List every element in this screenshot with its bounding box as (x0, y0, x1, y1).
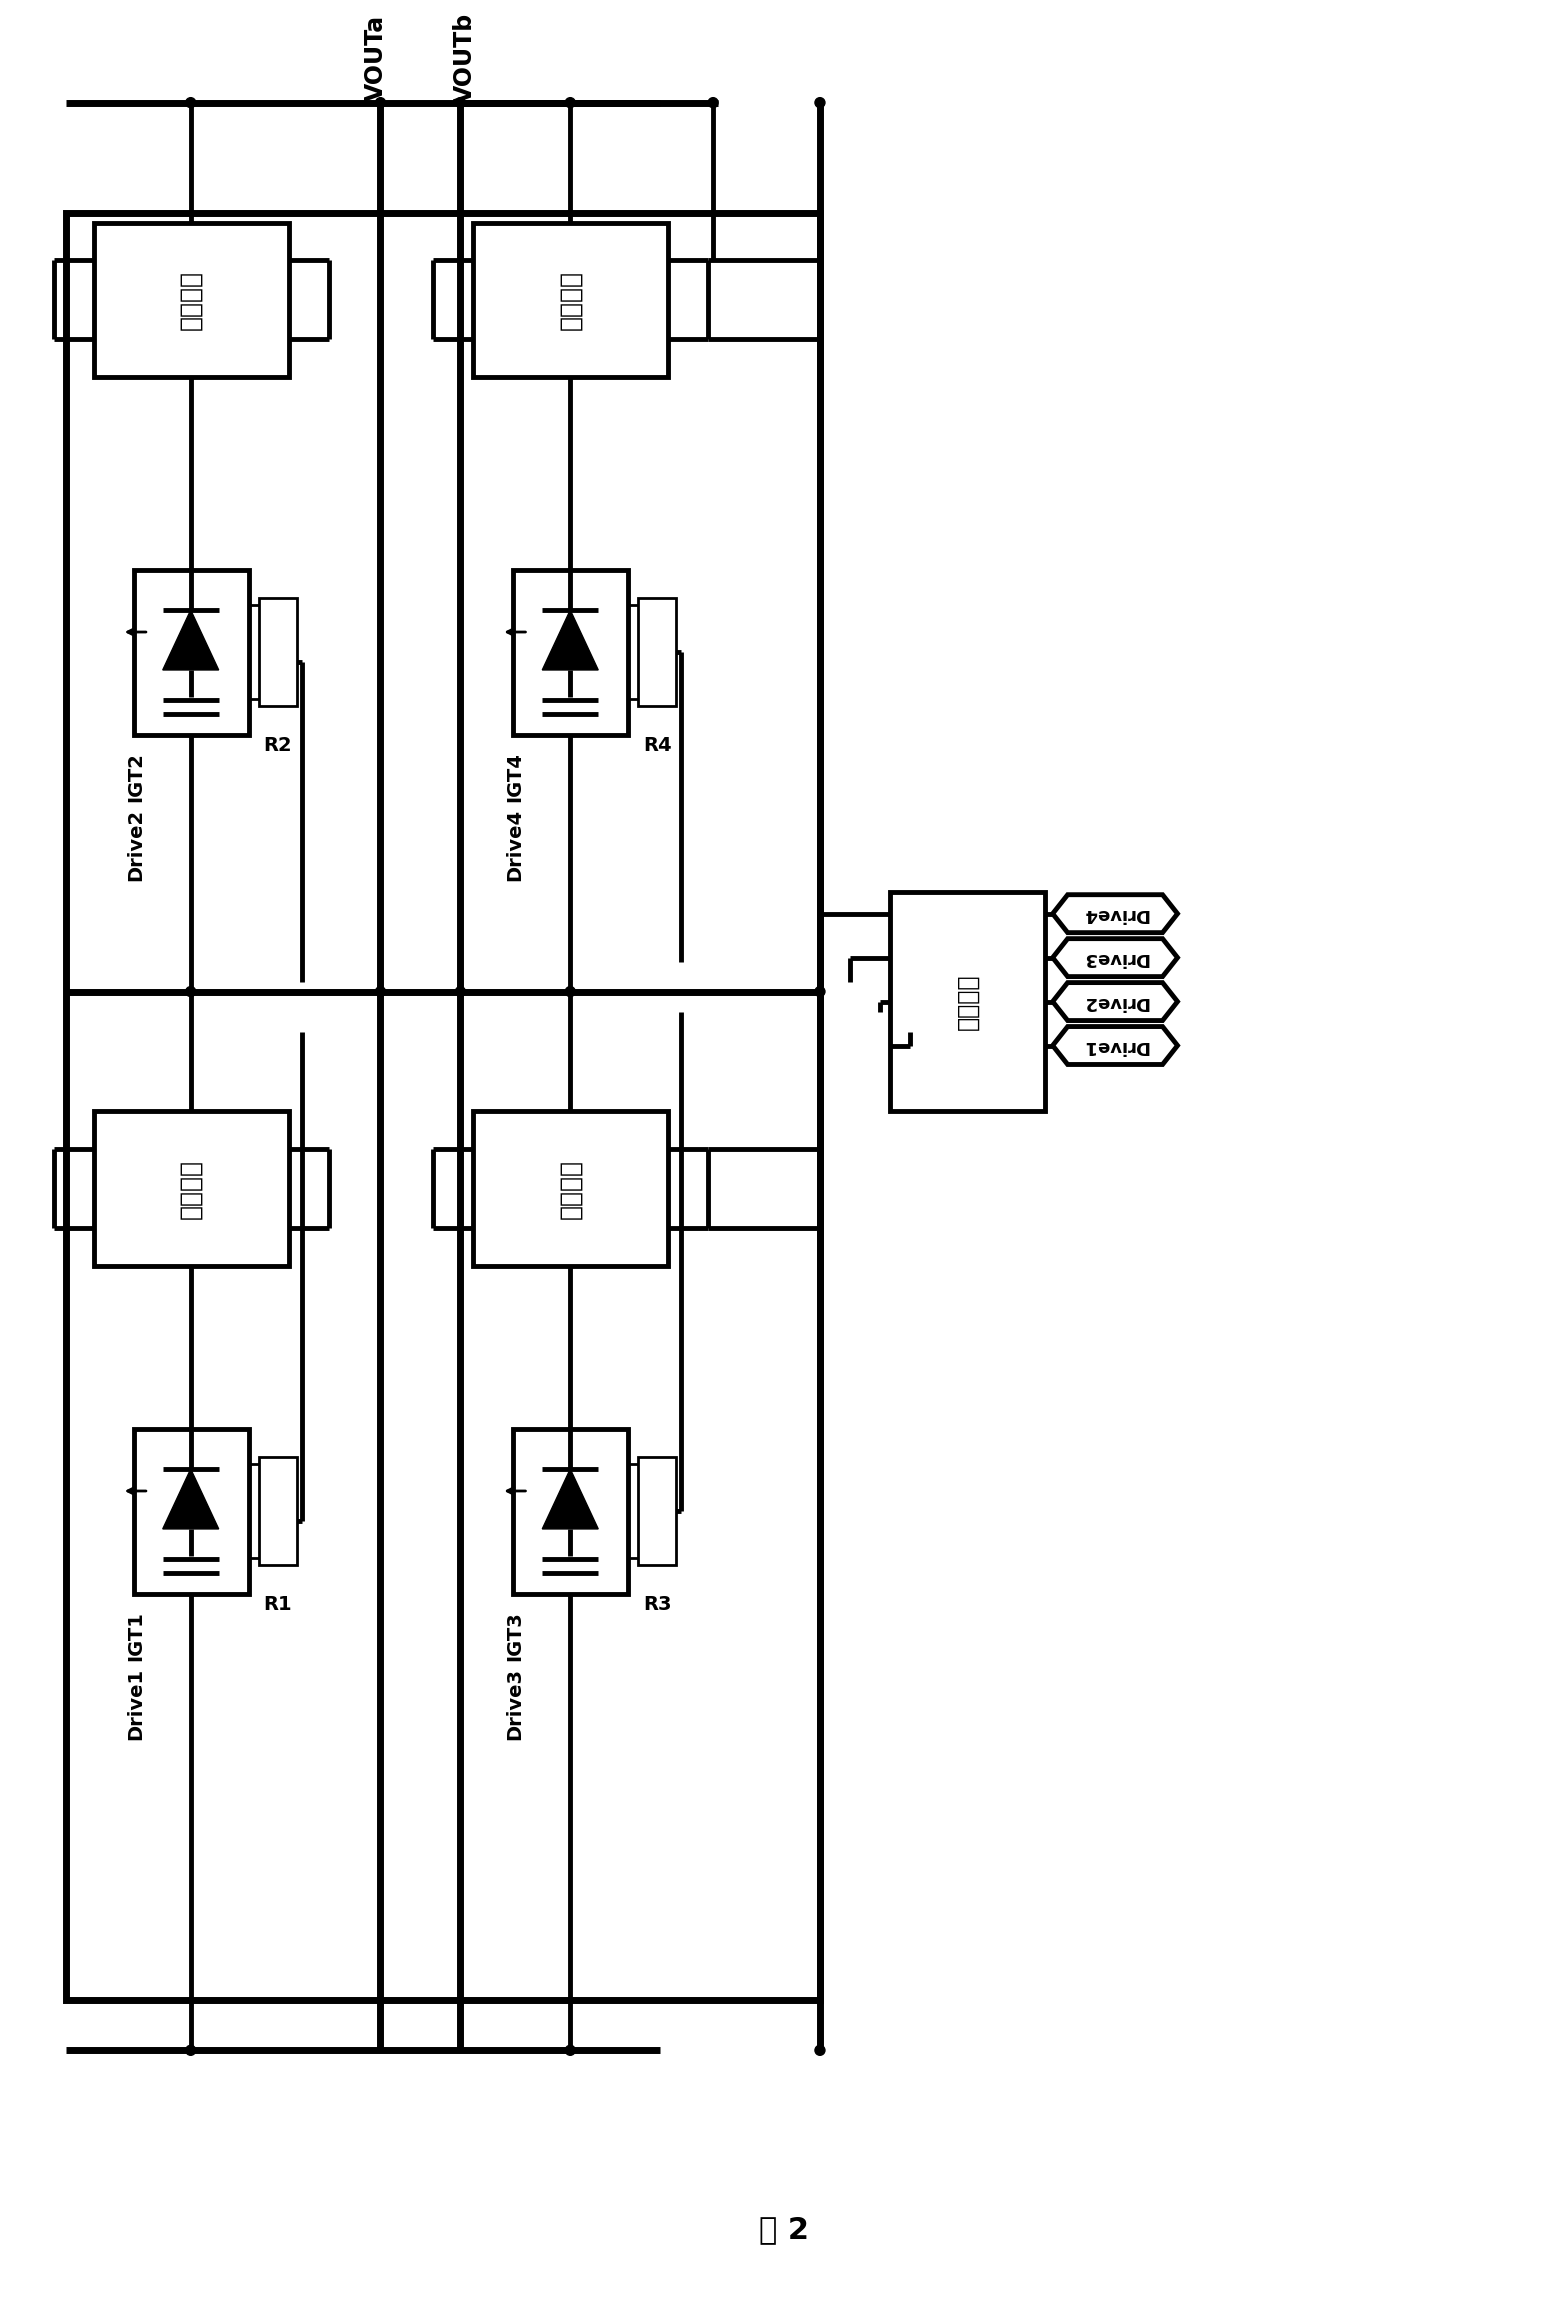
Bar (133, 569, 249, 735)
Bar (133, 1429, 249, 1593)
Polygon shape (1052, 894, 1178, 934)
Text: Drive2: Drive2 (1082, 993, 1148, 1010)
Circle shape (564, 2045, 575, 2056)
Circle shape (185, 97, 196, 108)
Circle shape (375, 987, 386, 996)
Bar (259, 597, 296, 705)
Circle shape (709, 97, 718, 108)
Text: Drive2: Drive2 (125, 809, 144, 881)
Text: R2: R2 (263, 735, 292, 756)
Bar (94, 1111, 289, 1265)
Polygon shape (1052, 938, 1178, 977)
Bar (513, 1429, 629, 1593)
Polygon shape (1052, 1026, 1178, 1065)
Text: VOUTa: VOUTa (364, 14, 387, 101)
Circle shape (564, 987, 575, 996)
Text: R3: R3 (643, 1595, 671, 1614)
Bar (474, 1111, 668, 1265)
Text: Drive1: Drive1 (125, 1669, 144, 1740)
Text: Drive3: Drive3 (1082, 950, 1148, 966)
Text: Drive1: Drive1 (1082, 1037, 1148, 1053)
Text: R4: R4 (643, 735, 671, 756)
Text: IGT1: IGT1 (125, 1611, 144, 1660)
Circle shape (455, 97, 466, 108)
Text: IGT4: IGT4 (505, 751, 524, 802)
Circle shape (455, 987, 466, 996)
Polygon shape (163, 611, 218, 671)
Polygon shape (543, 1468, 599, 1528)
Circle shape (375, 97, 386, 108)
Bar (474, 224, 668, 378)
Bar (638, 1457, 676, 1565)
Circle shape (815, 97, 825, 108)
Circle shape (185, 2045, 196, 2056)
Text: 电流采样: 电流采样 (179, 1159, 202, 1219)
Text: VOUTb: VOUTb (453, 12, 477, 104)
Polygon shape (163, 1468, 218, 1528)
Text: Drive3: Drive3 (505, 1669, 524, 1740)
Bar (513, 569, 629, 735)
Circle shape (185, 987, 196, 996)
Text: 电流采样: 电流采样 (558, 270, 582, 330)
Text: IGT3: IGT3 (505, 1611, 524, 1660)
Text: IGT2: IGT2 (125, 751, 144, 802)
Circle shape (815, 987, 825, 996)
Text: R1: R1 (263, 1595, 292, 1614)
Bar (259, 1457, 296, 1565)
Polygon shape (1052, 982, 1178, 1021)
Text: Drive4: Drive4 (1082, 904, 1148, 922)
Text: 控制单元: 控制单元 (955, 973, 980, 1030)
Bar (638, 597, 676, 705)
Text: 电流采样: 电流采样 (558, 1159, 582, 1219)
Bar (66, 212, 820, 2001)
Text: 电流采样: 电流采样 (179, 270, 202, 330)
Bar (891, 892, 1044, 1111)
Circle shape (815, 2045, 825, 2056)
Text: Drive4: Drive4 (505, 809, 524, 881)
Polygon shape (543, 611, 599, 671)
Text: 图 2: 图 2 (759, 2215, 809, 2245)
Bar (94, 224, 289, 378)
Circle shape (564, 97, 575, 108)
